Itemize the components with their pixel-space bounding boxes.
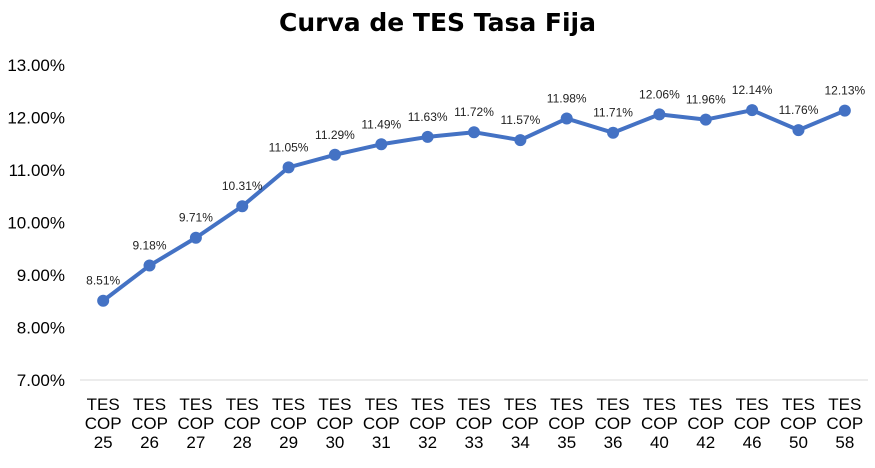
data-point xyxy=(236,200,249,213)
y-tick-label: 13.00% xyxy=(7,56,65,75)
data-points xyxy=(97,104,851,307)
x-tick-label: TES COP 36 xyxy=(595,395,632,452)
data-point xyxy=(97,294,110,307)
data-label: 11.57% xyxy=(500,113,540,127)
data-point xyxy=(282,161,295,174)
y-tick-label: 10.00% xyxy=(7,214,65,233)
y-tick-label: 7.00% xyxy=(17,371,65,390)
chart-title: Curva de TES Tasa Fija xyxy=(279,8,596,37)
data-point xyxy=(838,104,851,117)
y-axis: 7.00% 8.00% 9.00% 10.00% 11.00% 12.00% 13.00% xyxy=(7,56,65,390)
x-tick-label: TES COP 25 xyxy=(85,395,122,452)
data-label: 8.51% xyxy=(86,274,120,288)
x-tick-label: TES COP 29 xyxy=(270,395,307,452)
y-tick-label: 11.00% xyxy=(9,161,65,180)
data-label: 9.71% xyxy=(179,211,213,225)
data-point xyxy=(328,148,341,161)
series-line xyxy=(101,108,847,303)
data-label: 11.49% xyxy=(361,117,401,131)
x-tick-label: TES COP 27 xyxy=(177,395,214,452)
data-label: 11.63% xyxy=(408,110,448,124)
x-tick-label: TES COP 58 xyxy=(826,395,863,452)
data-point xyxy=(468,126,480,139)
y-tick-label: 12.00% xyxy=(7,109,65,128)
data-label: 10.31% xyxy=(222,179,263,193)
x-tick-label: TES COP 42 xyxy=(687,395,724,452)
x-tick-label: TES COP 33 xyxy=(456,395,493,452)
x-tick-label: TES COP 30 xyxy=(317,395,354,452)
y-tick-label: 9.00% xyxy=(17,266,65,285)
x-tick-label: TES COP 50 xyxy=(780,395,817,452)
data-label: 11.72% xyxy=(454,105,494,119)
data-point xyxy=(746,104,759,117)
data-label: 9.18% xyxy=(133,239,167,253)
x-tick-label: TES COP 31 xyxy=(363,395,400,452)
data-label: 12.06% xyxy=(639,87,680,101)
data-point xyxy=(375,138,388,151)
x-tick-label: TES COP 34 xyxy=(502,395,539,452)
x-tick-label: TES COP 40 xyxy=(641,395,678,452)
data-label: 12.14% xyxy=(732,83,773,97)
data-label: 11.96% xyxy=(686,93,726,107)
data-label: 12.13% xyxy=(824,84,865,98)
x-tick-label: TES COP 32 xyxy=(409,395,446,452)
data-point xyxy=(560,112,573,125)
data-label: 11.71% xyxy=(593,106,633,120)
x-tick-label: TES COP 46 xyxy=(734,395,771,452)
data-point xyxy=(514,134,527,147)
data-point xyxy=(792,124,805,137)
x-tick-label: TES COP 28 xyxy=(224,395,261,452)
data-point xyxy=(143,259,156,272)
data-label: 11.05% xyxy=(269,140,309,154)
x-tick-label: TES COP 35 xyxy=(548,395,585,452)
data-label: 11.98% xyxy=(547,92,587,106)
data-label: 11.76% xyxy=(779,103,819,117)
data-point xyxy=(189,231,202,244)
data-point xyxy=(653,108,666,121)
data-label: 11.29% xyxy=(315,128,355,142)
data-point xyxy=(421,130,434,143)
y-tick-label: 8.00% xyxy=(17,319,65,338)
data-point xyxy=(699,113,712,126)
x-tick-label: TES COP 26 xyxy=(131,395,168,452)
data-point xyxy=(607,126,620,139)
data-labels: 8.51% 9.18% 9.71% 10.31% 11.05% 11.29% 11.49% 1… xyxy=(86,83,865,288)
